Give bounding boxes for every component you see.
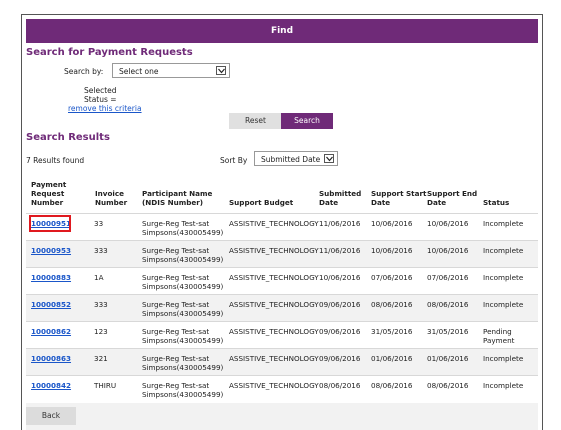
support-end-date-cell: 01/06/2016 [427,354,469,363]
remove-criteria-link[interactable]: remove this criteria [68,104,142,113]
invoice-number-cell: THIRU [94,381,117,390]
support-budget-cell: ASSISTIVE_TECHNOLOGY [229,273,319,282]
sort-by-label: Sort By [220,156,248,165]
submitted-date-cell: 09/06/2016 [319,327,361,336]
chevron-down-icon [324,154,334,163]
submitted-date-cell: 11/06/2016 [319,246,361,255]
status-cell: Incomplete [483,300,524,309]
support-start-date-cell: 10/06/2016 [371,246,413,255]
participant-name-cell: Surge-Reg Test-sat Simpsons(430005499) [142,300,224,318]
table-row: 10000953 333 Surge-Reg Test-sat Simpsons(43… [26,240,538,268]
table-row: 10000883 1A Surge-Reg Test-sat Simpsons(430… [26,267,538,295]
status-cell: Incomplete [483,273,524,282]
support-end-date-cell: 10/06/2016 [427,246,469,255]
header-participant-name: Participant Name (NDIS Number) [142,189,213,207]
status-label: Status = [84,95,117,104]
header-support-end-date: Support End Date [427,189,478,207]
payment-request-link[interactable]: 10000953 [31,246,72,255]
header-invoice-number: Invoice Number [95,189,128,207]
search-by-select[interactable]: Select one [112,63,230,78]
participant-name-cell: Surge-Reg Test-sat Simpsons(430005499) [142,354,224,372]
chevron-down-icon [216,66,226,75]
back-button[interactable]: Back [26,407,76,425]
search-section-title: Search for Payment Requests [26,47,193,58]
status-cell: Incomplete [483,381,524,390]
support-budget-cell: ASSISTIVE_TECHNOLOGY [229,300,319,309]
table-row: 10000852 333 Surge-Reg Test-sat Simpsons(43… [26,294,538,322]
selected-label: Selected [84,86,117,95]
results-count: 7 Results found [26,156,85,165]
payment-request-link[interactable]: 10000883 [31,273,72,282]
support-end-date-cell: 31/05/2016 [427,327,469,336]
payment-request-link[interactable]: 10000951 [31,219,72,228]
status-cell: Incomplete [483,246,524,255]
invoice-number-cell: 333 [94,300,108,309]
participant-name-cell: Surge-Reg Test-sat Simpsons(430005499) [142,246,224,264]
submitted-date-cell: 11/06/2016 [319,219,361,228]
table-row: 10000862 123 Surge-Reg Test-sat Simpsons(43… [26,321,538,349]
support-end-date-cell: 08/06/2016 [427,381,469,390]
reset-button[interactable]: Reset [229,113,282,129]
support-end-date-cell: 07/06/2016 [427,273,469,282]
table-row: 10000863 321 Surge-Reg Test-sat Simpsons(43… [26,348,538,376]
invoice-number-cell: 333 [94,246,108,255]
payment-request-link[interactable]: 10000863 [31,354,72,363]
submitted-date-cell: 10/06/2016 [319,273,361,282]
search-button[interactable]: Search [281,113,333,129]
invoice-number-cell: 33 [94,219,104,228]
support-start-date-cell: 08/06/2016 [371,381,413,390]
sort-by-select[interactable]: Submitted Date [254,151,338,166]
status-cell: Incomplete [483,354,524,363]
support-start-date-cell: 08/06/2016 [371,300,413,309]
header-payment-request-number: Payment Request Number [31,180,67,207]
payment-request-link[interactable]: 10000862 [31,327,72,336]
header-status: Status [483,198,510,207]
support-start-date-cell: 10/06/2016 [371,219,413,228]
table-row: 10000842 THIRU Surge-Reg Test-sat Simpsons(… [26,375,538,403]
support-budget-cell: ASSISTIVE_TECHNOLOGY [229,246,319,255]
support-start-date-cell: 07/06/2016 [371,273,413,282]
support-end-date-cell: 08/06/2016 [427,300,469,309]
highlight-box [29,215,71,232]
support-budget-cell: ASSISTIVE_TECHNOLOGY [229,354,319,363]
header-support-start-date: Support Start Date [371,189,427,207]
support-budget-cell: ASSISTIVE_TECHNOLOGY [229,219,319,228]
header-submitted-date: Submitted Date [319,189,362,207]
support-budget-cell: ASSISTIVE_TECHNOLOGY [229,327,319,336]
payment-request-link[interactable]: 10000842 [31,381,72,390]
support-budget-cell: ASSISTIVE_TECHNOLOGY [229,381,319,390]
payment-request-link[interactable]: 10000852 [31,300,72,309]
invoice-number-cell: 321 [94,354,108,363]
sort-by-value: Submitted Date [261,155,321,164]
page-header: Find [26,19,538,43]
submitted-date-cell: 08/06/2016 [319,381,361,390]
search-by-value: Select one [119,67,159,76]
invoice-number-cell: 1A [94,273,104,282]
search-by-label: Search by: [64,67,104,76]
support-start-date-cell: 01/06/2016 [371,354,413,363]
status-cell: Pending Payment [483,327,515,345]
participant-name-cell: Surge-Reg Test-sat Simpsons(430005499) [142,219,224,237]
results-section-title: Search Results [26,132,110,143]
table-row: 10000951 33 Surge-Reg Test-sat Simpsons(430… [26,213,538,241]
status-cell: Incomplete [483,219,524,228]
invoice-number-cell: 123 [94,327,108,336]
header-support-budget: Support Budget [229,198,294,207]
participant-name-cell: Surge-Reg Test-sat Simpsons(430005499) [142,381,224,399]
submitted-date-cell: 09/06/2016 [319,354,361,363]
participant-name-cell: Surge-Reg Test-sat Simpsons(430005499) [142,327,224,345]
footer-bar: Back [26,403,538,430]
page-title: Find [270,26,294,36]
participant-name-cell: Surge-Reg Test-sat Simpsons(430005499) [142,273,224,291]
support-start-date-cell: 31/05/2016 [371,327,413,336]
support-end-date-cell: 10/06/2016 [427,219,469,228]
submitted-date-cell: 09/06/2016 [319,300,361,309]
find-panel: Find Search for Payment Requests Search … [21,14,543,430]
